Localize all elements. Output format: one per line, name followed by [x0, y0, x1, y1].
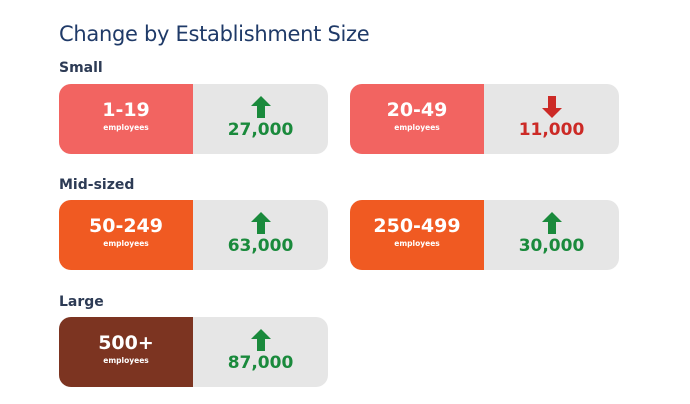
size-label-block: 250-499 employees: [350, 200, 484, 270]
size-label-block: 50-249 employees: [59, 200, 193, 270]
size-range-label: 1-19: [102, 99, 150, 121]
change-amount: 87,000: [227, 353, 294, 373]
change-value-area: 27,000: [193, 84, 328, 154]
size-card-1-19: 1-19 employees 27,000: [59, 84, 328, 154]
section-label-mid-sized: Mid-sized: [59, 177, 135, 193]
size-range-label: 500+: [98, 332, 154, 354]
size-unit-label: employees: [394, 239, 440, 248]
section-label-large: Large: [59, 294, 104, 310]
size-unit-label: employees: [394, 123, 440, 132]
size-card-20-49: 20-49 employees 11,000: [350, 84, 619, 154]
change-value-area: 11,000: [484, 84, 619, 154]
arrow-up-icon: [251, 212, 271, 234]
size-unit-label: employees: [103, 356, 149, 365]
arrow-up-icon: [251, 329, 271, 351]
size-label-block: 1-19 employees: [59, 84, 193, 154]
arrow-up-icon: [542, 212, 562, 234]
size-range-label: 50-249: [89, 215, 163, 237]
section-label-small: Small: [59, 60, 103, 76]
size-label-block: 500+ employees: [59, 317, 193, 387]
change-amount: 63,000: [227, 236, 294, 256]
arrow-down-icon: [542, 96, 562, 118]
size-card-500plus: 500+ employees 87,000: [59, 317, 328, 387]
change-amount: 30,000: [518, 236, 585, 256]
size-range-label: 250-499: [373, 215, 461, 237]
chart-title: Change by Establishment Size: [59, 22, 370, 46]
size-range-label: 20-49: [386, 99, 448, 121]
change-amount: 11,000: [518, 120, 585, 140]
size-card-50-249: 50-249 employees 63,000: [59, 200, 328, 270]
change-amount: 27,000: [227, 120, 294, 140]
size-unit-label: employees: [103, 239, 149, 248]
change-value-area: 63,000: [193, 200, 328, 270]
change-value-area: 30,000: [484, 200, 619, 270]
change-value-area: 87,000: [193, 317, 328, 387]
size-card-250-499: 250-499 employees 30,000: [350, 200, 619, 270]
size-unit-label: employees: [103, 123, 149, 132]
arrow-up-icon: [251, 96, 271, 118]
size-label-block: 20-49 employees: [350, 84, 484, 154]
